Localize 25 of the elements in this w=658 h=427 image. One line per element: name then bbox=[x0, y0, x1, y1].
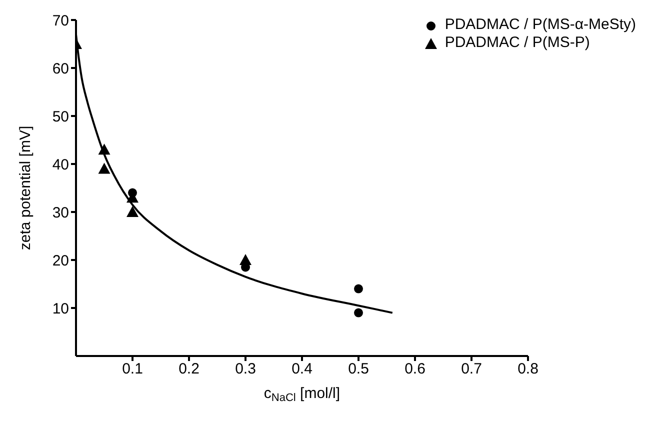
point bbox=[354, 308, 363, 318]
y-tick-label: 60 bbox=[52, 60, 69, 78]
legend-label: PDADMAC / P(MS-α-MeSty) bbox=[444, 16, 636, 34]
y-tick-label: 40 bbox=[52, 156, 69, 174]
x-tick-label: 0.3 bbox=[235, 360, 256, 378]
x-tick-label: 0.6 bbox=[404, 360, 426, 378]
y-tick-label: 20 bbox=[52, 252, 69, 270]
x-tick-label: 0.1 bbox=[122, 360, 143, 378]
y-tick-label: 50 bbox=[52, 108, 69, 126]
point bbox=[354, 284, 363, 294]
y-tick-label: 10 bbox=[52, 300, 69, 318]
point bbox=[240, 254, 252, 265]
x-tick-label: 0.8 bbox=[518, 360, 538, 378]
x-tick-label: 0.2 bbox=[178, 360, 200, 378]
x-tick-label: 0.5 bbox=[348, 360, 369, 378]
x-tick-label: 0.7 bbox=[461, 360, 482, 378]
legend-label: PDADMAC / P(MS-P) bbox=[444, 34, 590, 52]
x-tick-label: 0.4 bbox=[292, 360, 312, 378]
y-axis-title: zeta potential [mV] bbox=[17, 126, 34, 250]
point bbox=[98, 144, 110, 155]
y-tick-label: 70 bbox=[52, 12, 69, 30]
point bbox=[98, 162, 110, 174]
x-axis-title: c$_{NaCl}$ [mol/l] bbox=[264, 385, 340, 404]
point bbox=[126, 206, 138, 217]
y-tick-label: 30 bbox=[52, 204, 69, 222]
